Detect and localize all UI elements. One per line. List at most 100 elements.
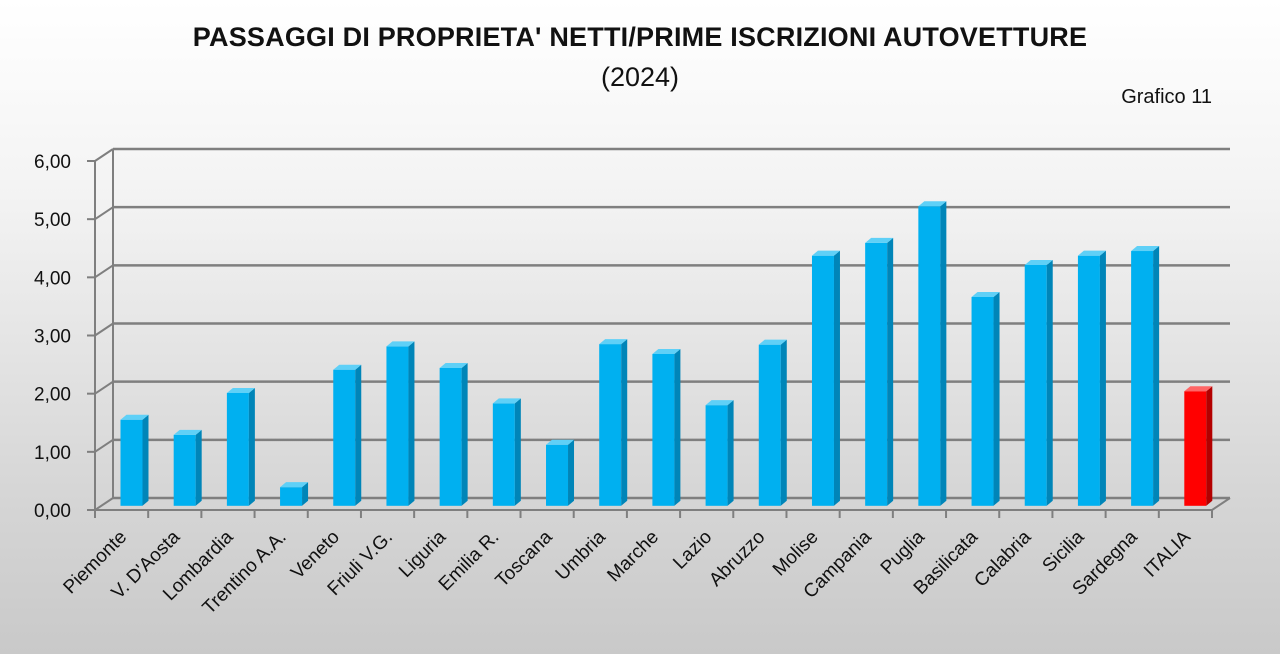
bar xyxy=(439,362,468,506)
bar-front xyxy=(971,296,994,506)
bar-side xyxy=(355,364,362,506)
bar-side xyxy=(621,339,628,506)
y-tick-label: 5,00 xyxy=(34,210,71,231)
bar-top xyxy=(811,250,840,256)
bar-top xyxy=(492,398,521,404)
x-tick-label: Calabria xyxy=(970,526,1035,591)
bar-front xyxy=(758,344,781,506)
bar-top xyxy=(120,414,149,420)
gridline-depth xyxy=(94,380,114,395)
bar-side xyxy=(780,339,787,506)
bar xyxy=(333,364,362,506)
gridline-depth xyxy=(94,148,114,162)
y-tick-label: 2,00 xyxy=(34,385,71,406)
chart-subtitle: (2024) xyxy=(600,62,680,92)
x-tick-label: ITALIA xyxy=(1140,526,1195,581)
bar-front xyxy=(652,353,675,506)
bar-side xyxy=(248,387,255,506)
bar-front xyxy=(226,392,249,506)
bar-side xyxy=(142,414,149,506)
bar-front xyxy=(1131,251,1154,506)
bar-top xyxy=(280,482,309,488)
bar-top xyxy=(971,291,1000,297)
gridline-depth xyxy=(94,206,114,220)
bar-side xyxy=(1206,386,1213,506)
bar-side xyxy=(887,237,894,506)
bar-side xyxy=(674,348,681,506)
y-tick-label: 4,00 xyxy=(34,268,71,289)
bar-top xyxy=(546,439,575,445)
bar-top xyxy=(173,429,202,435)
bar xyxy=(918,201,947,506)
bar-front xyxy=(1024,264,1047,506)
gridline-depth xyxy=(94,264,114,279)
bar-side xyxy=(993,291,1000,506)
bar-side xyxy=(514,398,521,506)
gridline-depth xyxy=(94,322,114,337)
bar xyxy=(758,339,787,506)
bar-front xyxy=(280,487,303,506)
bar-side xyxy=(408,341,415,506)
bar-top xyxy=(599,339,628,345)
x-tick-label: Umbria xyxy=(552,526,610,584)
bar-side xyxy=(461,362,468,506)
bar-top xyxy=(1077,250,1106,256)
bar-front xyxy=(811,255,834,506)
bar-top xyxy=(333,364,362,370)
bar-side xyxy=(1046,259,1053,506)
bar-front xyxy=(546,444,569,506)
bar-top xyxy=(386,341,415,347)
bar-front xyxy=(439,367,462,506)
bar xyxy=(280,482,309,506)
bar xyxy=(173,429,202,506)
bar-front xyxy=(120,419,143,506)
bars xyxy=(120,201,1213,506)
bar xyxy=(546,439,575,506)
bar-front xyxy=(865,242,888,506)
bar-front xyxy=(386,346,409,506)
bar-front xyxy=(918,206,941,506)
x-tick-label: Puglia xyxy=(877,526,930,579)
x-axis-depth xyxy=(1211,497,1231,511)
bar-top xyxy=(1024,259,1053,265)
bar-side xyxy=(940,201,947,506)
y-tick-label: 1,00 xyxy=(34,443,71,464)
bar-front xyxy=(333,369,356,506)
bar-side xyxy=(1153,246,1160,506)
bar-top xyxy=(705,400,734,406)
bar-side xyxy=(727,400,734,506)
bar-front xyxy=(705,405,728,506)
bar xyxy=(652,348,681,506)
y-tick-label: 3,00 xyxy=(34,327,71,348)
bar xyxy=(811,250,840,506)
x-tick-label: Sicilia xyxy=(1039,526,1089,576)
chart-note: Grafico 11 xyxy=(1121,86,1212,108)
bar xyxy=(1184,386,1213,506)
bar-side xyxy=(568,439,575,506)
bar-side xyxy=(833,250,840,506)
x-tick-label: Lazio xyxy=(669,527,716,574)
bar-side xyxy=(1099,250,1106,506)
x-tick-label: Toscana xyxy=(492,526,557,591)
bar xyxy=(599,339,628,506)
bar-top xyxy=(1131,246,1160,252)
bar xyxy=(120,414,149,506)
bar-front xyxy=(492,403,515,506)
bar-side xyxy=(302,482,309,506)
bar xyxy=(865,237,894,506)
x-tick-label: Abruzzo xyxy=(705,527,769,591)
bar-top xyxy=(652,348,681,354)
bar xyxy=(705,400,734,506)
y-tick-labels: 0,00 1,00 2,00 3,00 4,00 5,00 6,00 xyxy=(34,152,71,522)
bar-front xyxy=(599,344,622,506)
chart-title: PASSAGGI DI PROPRIETA' NETTI/PRIME ISCRI… xyxy=(192,22,1088,52)
bar-front xyxy=(173,434,196,506)
y-tick-label: 0,00 xyxy=(34,501,71,522)
bar xyxy=(226,387,255,506)
bar-side xyxy=(195,429,202,506)
bar xyxy=(1077,250,1106,506)
bar-front xyxy=(1184,391,1207,506)
y-tick-label: 6,00 xyxy=(34,152,71,173)
